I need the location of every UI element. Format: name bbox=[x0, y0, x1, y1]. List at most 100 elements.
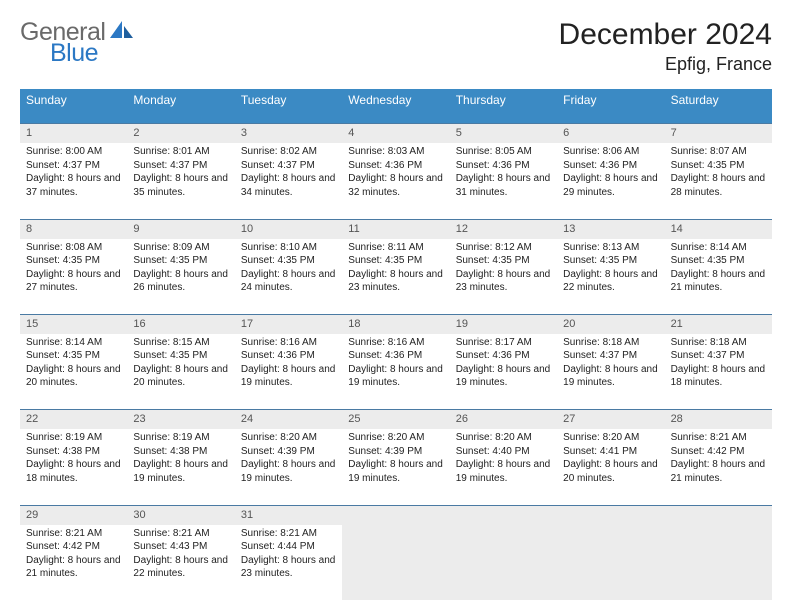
sunset-line: Sunset: 4:38 PM bbox=[26, 445, 121, 459]
day-number: 31 bbox=[235, 506, 342, 525]
day-cell: 5Sunrise: 8:05 AMSunset: 4:36 PMDaylight… bbox=[450, 123, 557, 218]
day-body: Sunrise: 8:19 AMSunset: 4:38 PMDaylight:… bbox=[20, 429, 127, 489]
day-number: 16 bbox=[127, 315, 234, 334]
daylight-line: Daylight: 8 hours and 35 minutes. bbox=[133, 172, 228, 199]
sunset-line: Sunset: 4:36 PM bbox=[348, 159, 443, 173]
day-cell: 14Sunrise: 8:14 AMSunset: 4:35 PMDayligh… bbox=[665, 219, 772, 314]
daylight-line: Daylight: 8 hours and 20 minutes. bbox=[563, 458, 658, 485]
logo: General Blue bbox=[20, 18, 135, 66]
day-cell: 29Sunrise: 8:21 AMSunset: 4:42 PMDayligh… bbox=[20, 505, 127, 600]
daylight-line: Daylight: 8 hours and 19 minutes. bbox=[133, 458, 228, 485]
sunset-line: Sunset: 4:39 PM bbox=[241, 445, 336, 459]
sunset-line: Sunset: 4:37 PM bbox=[671, 349, 766, 363]
sunset-line: Sunset: 4:37 PM bbox=[563, 349, 658, 363]
day-number: 3 bbox=[235, 124, 342, 143]
day-number: 23 bbox=[127, 410, 234, 429]
sunset-line: Sunset: 4:36 PM bbox=[456, 159, 551, 173]
day-number: 2 bbox=[127, 124, 234, 143]
day-body: Sunrise: 8:02 AMSunset: 4:37 PMDaylight:… bbox=[235, 143, 342, 203]
day-number: 13 bbox=[557, 220, 664, 239]
calendar-grid: SundayMondayTuesdayWednesdayThursdayFrid… bbox=[20, 89, 772, 600]
sunset-line: Sunset: 4:35 PM bbox=[26, 349, 121, 363]
day-number: 6 bbox=[557, 124, 664, 143]
day-number: 4 bbox=[342, 124, 449, 143]
daylight-line: Daylight: 8 hours and 24 minutes. bbox=[241, 268, 336, 295]
daylight-line: Daylight: 8 hours and 21 minutes. bbox=[671, 268, 766, 295]
daylight-line: Daylight: 8 hours and 21 minutes. bbox=[26, 554, 121, 581]
day-cell: 23Sunrise: 8:19 AMSunset: 4:38 PMDayligh… bbox=[127, 409, 234, 504]
day-body: Sunrise: 8:16 AMSunset: 4:36 PMDaylight:… bbox=[342, 334, 449, 394]
day-body: Sunrise: 8:18 AMSunset: 4:37 PMDaylight:… bbox=[665, 334, 772, 394]
day-body: Sunrise: 8:20 AMSunset: 4:39 PMDaylight:… bbox=[235, 429, 342, 489]
sunset-line: Sunset: 4:36 PM bbox=[563, 159, 658, 173]
day-cell: 3Sunrise: 8:02 AMSunset: 4:37 PMDaylight… bbox=[235, 123, 342, 218]
day-number: 15 bbox=[20, 315, 127, 334]
weekday-header: Monday bbox=[127, 89, 234, 123]
day-number: 12 bbox=[450, 220, 557, 239]
day-body: Sunrise: 8:14 AMSunset: 4:35 PMDaylight:… bbox=[665, 239, 772, 299]
daylight-line: Daylight: 8 hours and 23 minutes. bbox=[348, 268, 443, 295]
daylight-line: Daylight: 8 hours and 22 minutes. bbox=[563, 268, 658, 295]
day-body: Sunrise: 8:17 AMSunset: 4:36 PMDaylight:… bbox=[450, 334, 557, 394]
day-body: Sunrise: 8:05 AMSunset: 4:36 PMDaylight:… bbox=[450, 143, 557, 203]
day-body: Sunrise: 8:20 AMSunset: 4:41 PMDaylight:… bbox=[557, 429, 664, 489]
day-cell: 9Sunrise: 8:09 AMSunset: 4:35 PMDaylight… bbox=[127, 219, 234, 314]
daylight-line: Daylight: 8 hours and 26 minutes. bbox=[133, 268, 228, 295]
sunrise-line: Sunrise: 8:03 AM bbox=[348, 145, 443, 159]
sunset-line: Sunset: 4:40 PM bbox=[456, 445, 551, 459]
day-cell: 19Sunrise: 8:17 AMSunset: 4:36 PMDayligh… bbox=[450, 314, 557, 409]
day-number: 14 bbox=[665, 220, 772, 239]
daylight-line: Daylight: 8 hours and 19 minutes. bbox=[563, 363, 658, 390]
sunrise-line: Sunrise: 8:21 AM bbox=[133, 527, 228, 541]
sunrise-line: Sunrise: 8:11 AM bbox=[348, 241, 443, 255]
day-cell: 18Sunrise: 8:16 AMSunset: 4:36 PMDayligh… bbox=[342, 314, 449, 409]
day-cell: 4Sunrise: 8:03 AMSunset: 4:36 PMDaylight… bbox=[342, 123, 449, 218]
day-cell: 27Sunrise: 8:20 AMSunset: 4:41 PMDayligh… bbox=[557, 409, 664, 504]
calendar-page: General Blue December 2024 Epfig, France… bbox=[0, 0, 792, 612]
sunrise-line: Sunrise: 8:01 AM bbox=[133, 145, 228, 159]
daylight-line: Daylight: 8 hours and 28 minutes. bbox=[671, 172, 766, 199]
day-body: Sunrise: 8:08 AMSunset: 4:35 PMDaylight:… bbox=[20, 239, 127, 299]
day-cell: 11Sunrise: 8:11 AMSunset: 4:35 PMDayligh… bbox=[342, 219, 449, 314]
weekday-header: Saturday bbox=[665, 89, 772, 123]
day-body: Sunrise: 8:19 AMSunset: 4:38 PMDaylight:… bbox=[127, 429, 234, 489]
day-cell: 24Sunrise: 8:20 AMSunset: 4:39 PMDayligh… bbox=[235, 409, 342, 504]
day-number: 29 bbox=[20, 506, 127, 525]
sunrise-line: Sunrise: 8:19 AM bbox=[26, 431, 121, 445]
day-cell: 2Sunrise: 8:01 AMSunset: 4:37 PMDaylight… bbox=[127, 123, 234, 218]
sunrise-line: Sunrise: 8:16 AM bbox=[348, 336, 443, 350]
day-body: Sunrise: 8:20 AMSunset: 4:40 PMDaylight:… bbox=[450, 429, 557, 489]
daylight-line: Daylight: 8 hours and 31 minutes. bbox=[456, 172, 551, 199]
day-body: Sunrise: 8:21 AMSunset: 4:42 PMDaylight:… bbox=[20, 525, 127, 585]
daylight-line: Daylight: 8 hours and 23 minutes. bbox=[241, 554, 336, 581]
daylight-line: Daylight: 8 hours and 22 minutes. bbox=[133, 554, 228, 581]
weekday-header: Friday bbox=[557, 89, 664, 123]
sunset-line: Sunset: 4:35 PM bbox=[26, 254, 121, 268]
daylight-line: Daylight: 8 hours and 34 minutes. bbox=[241, 172, 336, 199]
sunset-line: Sunset: 4:36 PM bbox=[348, 349, 443, 363]
day-cell: 7Sunrise: 8:07 AMSunset: 4:35 PMDaylight… bbox=[665, 123, 772, 218]
daylight-line: Daylight: 8 hours and 19 minutes. bbox=[456, 458, 551, 485]
sunrise-line: Sunrise: 8:20 AM bbox=[241, 431, 336, 445]
day-number: 11 bbox=[342, 220, 449, 239]
day-cell: 25Sunrise: 8:20 AMSunset: 4:39 PMDayligh… bbox=[342, 409, 449, 504]
day-number: 22 bbox=[20, 410, 127, 429]
day-cell: 22Sunrise: 8:19 AMSunset: 4:38 PMDayligh… bbox=[20, 409, 127, 504]
sunset-line: Sunset: 4:37 PM bbox=[241, 159, 336, 173]
sunset-line: Sunset: 4:36 PM bbox=[456, 349, 551, 363]
daylight-line: Daylight: 8 hours and 23 minutes. bbox=[456, 268, 551, 295]
daylight-line: Daylight: 8 hours and 19 minutes. bbox=[456, 363, 551, 390]
day-number: 27 bbox=[557, 410, 664, 429]
sunset-line: Sunset: 4:37 PM bbox=[26, 159, 121, 173]
empty-cell bbox=[450, 505, 557, 600]
day-body: Sunrise: 8:09 AMSunset: 4:35 PMDaylight:… bbox=[127, 239, 234, 299]
sunrise-line: Sunrise: 8:21 AM bbox=[671, 431, 766, 445]
sunrise-line: Sunrise: 8:12 AM bbox=[456, 241, 551, 255]
sunrise-line: Sunrise: 8:20 AM bbox=[456, 431, 551, 445]
sunrise-line: Sunrise: 8:08 AM bbox=[26, 241, 121, 255]
day-cell: 6Sunrise: 8:06 AMSunset: 4:36 PMDaylight… bbox=[557, 123, 664, 218]
sunset-line: Sunset: 4:35 PM bbox=[671, 159, 766, 173]
daylight-line: Daylight: 8 hours and 27 minutes. bbox=[26, 268, 121, 295]
day-number: 8 bbox=[20, 220, 127, 239]
day-number: 9 bbox=[127, 220, 234, 239]
